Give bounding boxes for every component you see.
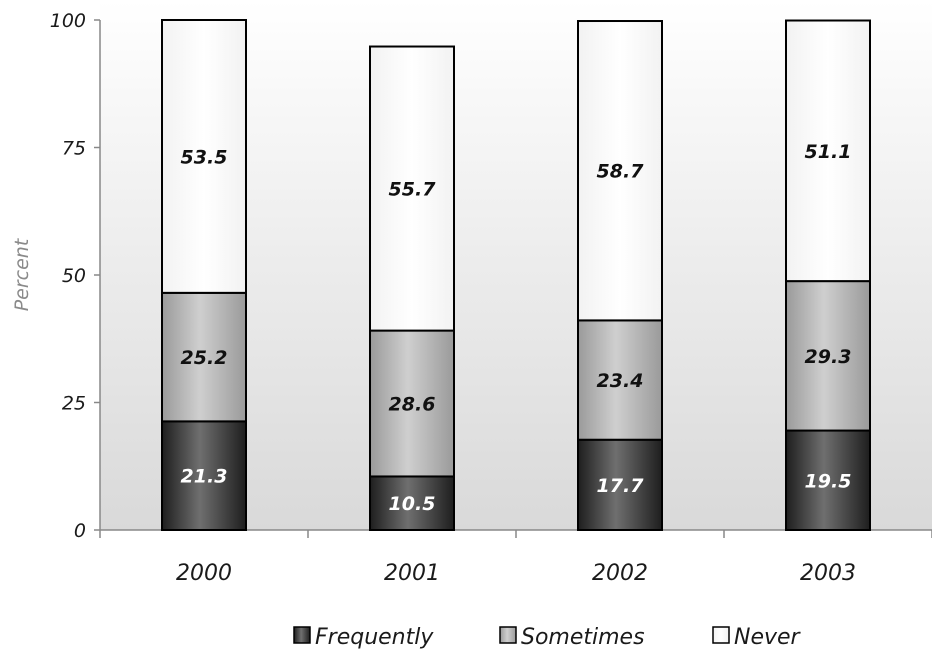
legend-label: Sometimes	[521, 625, 645, 650]
data-label-frequently: 17.7	[597, 475, 645, 497]
data-label-frequently: 10.5	[389, 493, 436, 515]
bar-segment-frequently	[785, 429, 871, 531]
bar-segment-frequently	[577, 438, 663, 532]
data-label-frequently: 21.3	[181, 466, 228, 488]
bar-segment-sometimes	[577, 319, 663, 441]
data-label-never: 51.1	[805, 141, 852, 163]
y-axis-title: Percent	[11, 237, 33, 311]
legend-label: Never	[734, 625, 802, 650]
bar-segment-sometimes	[369, 329, 455, 478]
y-tick-label: 75	[62, 138, 86, 160]
y-tick-label: 50	[62, 265, 86, 287]
legend: Frequently Sometimes Never	[293, 625, 802, 650]
legend-swatch	[293, 626, 311, 644]
y-tick-label: 0	[74, 520, 86, 542]
x-axis: 2000 2001 2002 2003	[99, 529, 932, 586]
bar-segment-never	[369, 45, 455, 332]
bar-segment-never	[577, 20, 663, 322]
y-tick-label: 100	[50, 10, 86, 32]
data-labels: 21.3 25.2 53.5 10.5 28.6 55.7 17.7 23.4 58.7 19.5…	[181, 141, 852, 515]
bar-segment-sometimes	[161, 291, 247, 423]
data-label-sometimes: 25.2	[181, 347, 228, 369]
bar-segment-sometimes	[785, 280, 871, 432]
x-category-label: 2003	[800, 561, 856, 586]
bar-segment-frequently	[161, 420, 247, 531]
x-category-label: 2000	[176, 561, 232, 586]
bars	[161, 19, 871, 532]
data-label-never: 53.5	[181, 146, 228, 168]
bar-segment-frequently	[369, 475, 455, 532]
bar-segment-never	[785, 19, 871, 283]
data-label-sometimes: 23.4	[597, 370, 644, 392]
y-axis: 0 25 50 75 100	[50, 10, 101, 542]
legend-label: Frequently	[315, 625, 434, 650]
y-tick-label: 25	[62, 393, 86, 415]
data-label-never: 55.7	[389, 179, 437, 201]
data-label-sometimes: 28.6	[389, 394, 436, 416]
legend-swatch	[712, 626, 730, 644]
legend-swatch	[499, 626, 517, 644]
data-label-never: 58.7	[597, 161, 645, 183]
data-label-sometimes: 29.3	[805, 346, 852, 368]
data-label-frequently: 19.5	[805, 470, 852, 492]
x-category-label: 2001	[384, 561, 440, 586]
bar-segment-never	[161, 19, 247, 294]
x-category-label: 2002	[592, 561, 648, 586]
